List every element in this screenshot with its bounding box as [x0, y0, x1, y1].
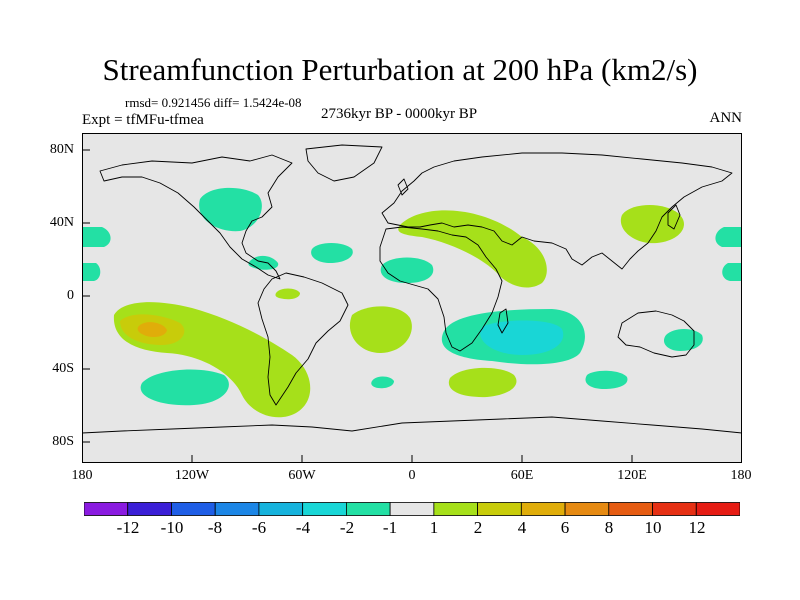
colorbar-swatch	[345, 502, 391, 516]
negative-anomaly-indian-ocean-core	[480, 320, 564, 355]
lat-label-80n: 80N	[49, 142, 74, 157]
coastline-north-america	[99, 154, 293, 280]
coastline-greenland	[305, 144, 383, 182]
lon-label-60w: 60W	[288, 468, 316, 483]
lon-label-120e: 120E	[617, 468, 647, 483]
lat-label-0: 0	[67, 288, 74, 303]
colorbar-label: -2	[339, 518, 355, 537]
colorbar-swatch	[564, 502, 610, 516]
coastline-british-isles	[397, 178, 409, 196]
map-background	[82, 133, 742, 463]
colorbar-swatch	[84, 502, 129, 516]
colorbar-label: -12	[116, 518, 140, 537]
coastline-antarctica	[82, 416, 742, 434]
lon-label-180w: 180	[71, 468, 93, 483]
positive-anomaly-south-pacific-max	[137, 322, 167, 338]
colorbar-swatch	[652, 502, 697, 516]
negative-anomaly-south-atlantic-small	[371, 376, 394, 389]
colorbar-swatch	[302, 502, 347, 516]
colorbar-swatch	[608, 502, 653, 516]
coastline-south-america	[257, 272, 349, 406]
positive-anomaly-equatorial-pacific	[275, 288, 300, 300]
colorbar-label: 12	[688, 518, 706, 537]
coastline-madagascar	[497, 308, 509, 334]
map-panel	[82, 133, 742, 463]
positive-anomaly-south-atlantic	[349, 306, 412, 353]
coastlines	[82, 144, 742, 434]
coastline-australia	[617, 310, 695, 358]
experiment-text: Expt = tfMFu-tfmea	[82, 112, 204, 128]
anomaly-fields	[82, 187, 742, 418]
lon-label-0: 0	[408, 468, 416, 483]
colorbar-swatch	[433, 502, 478, 516]
colorbar-swatch	[695, 502, 740, 516]
colorbar-swatch	[389, 502, 435, 516]
colorbar-label: 8	[604, 518, 614, 537]
colorbar-label: 1	[429, 518, 439, 537]
figure-title: Streamfunction Perturbation at 200 hPa (…	[102, 52, 698, 87]
positive-anomaly-southern-ocean-indian	[448, 367, 517, 398]
lat-label-40s: 40S	[52, 361, 74, 376]
axis-ticks	[82, 149, 633, 463]
negative-anomaly-north-atlantic	[311, 243, 353, 263]
negative-anomaly-south-pacific-west	[140, 369, 229, 406]
negative-anomaly-west-edge-north	[82, 227, 111, 247]
colorbar-label: 10	[644, 518, 662, 537]
stats-text: rmsd= 0.921456 diff= 1.5424e-08	[125, 95, 302, 110]
lon-label-180e: 180	[730, 468, 752, 483]
positive-anomaly-south-america	[244, 373, 294, 413]
negative-anomaly-southern-ocean-east	[585, 370, 628, 389]
colorbar-swatch	[258, 502, 304, 516]
colorbar-label: 2	[473, 518, 483, 537]
colorbar-swatch	[214, 502, 260, 516]
coastline-europe-asia	[381, 152, 733, 270]
period-text: 2736kyr BP - 0000kyr BP	[321, 106, 478, 122]
colorbar-label: -10	[160, 518, 184, 537]
lat-label-80s: 80S	[52, 434, 74, 449]
colorbar	[84, 502, 740, 516]
negative-anomaly-west-africa	[380, 257, 434, 283]
lat-label-40n: 40N	[49, 215, 74, 230]
coastline-africa	[379, 226, 503, 352]
colorbar-swatch	[477, 502, 522, 516]
colorbar-label: -4	[295, 518, 311, 537]
colorbar-swatch	[520, 502, 566, 516]
colorbar-label: 6	[560, 518, 570, 537]
positive-anomaly-mediterranean	[398, 210, 547, 288]
coastline-japan	[667, 204, 681, 230]
colorbar-label: 4	[517, 518, 527, 537]
negative-anomaly-north-america	[199, 187, 262, 232]
colorbar-label: -1	[382, 518, 398, 537]
negative-anomaly-west-edge-south	[82, 263, 101, 281]
lon-label-120w: 120W	[174, 468, 210, 483]
lon-label-60e: 60E	[510, 468, 534, 483]
colorbar-label: -6	[251, 518, 267, 537]
negative-anomaly-east-edge-south	[722, 263, 742, 281]
negative-anomaly-east-edge-north	[715, 227, 742, 247]
colorbar-swatch	[127, 502, 172, 516]
colorbar-label: -8	[207, 518, 223, 537]
season-text: ANN	[709, 110, 743, 126]
colorbar-swatch	[171, 502, 216, 516]
